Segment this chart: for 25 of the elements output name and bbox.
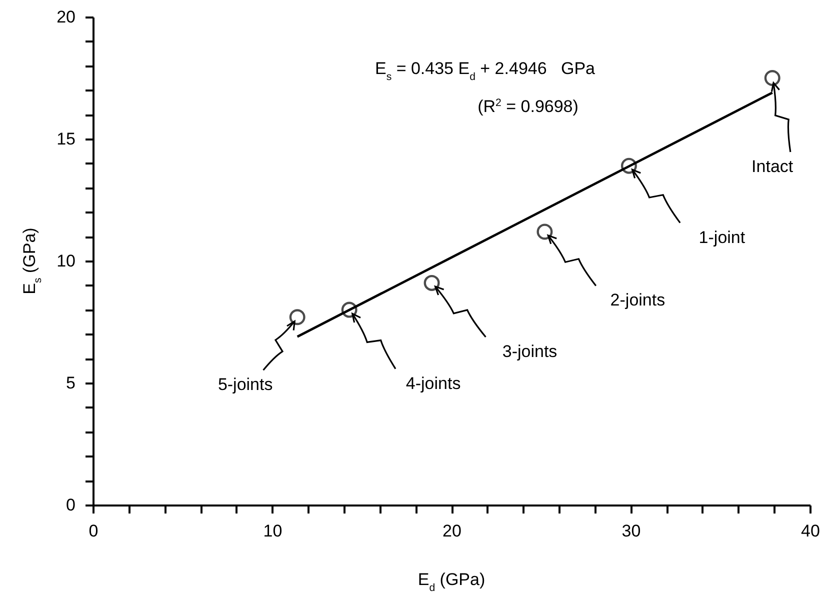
annotation: 5-joints (218, 375, 273, 394)
x-tick-label: 10 (263, 522, 282, 540)
x-axis-title: E$_{d}$ (GPa) (418, 570, 486, 594)
annotation: 4-joints (406, 374, 461, 393)
point (620, 158, 637, 174)
annotation: 2-joints (610, 290, 666, 310)
annotation: (R$^{2}$ = 0.9698) (478, 97, 578, 116)
x-tick-label: 20 (442, 522, 462, 540)
y-tick-label: 20 (56, 8, 76, 26)
annotation: E$_{s}$ = 0.435 E$_{d}$ + 2.4946 GPa (374, 59, 596, 83)
x-tick-label: 30 (622, 522, 641, 540)
annotation: 3-joints (502, 342, 558, 361)
point (289, 309, 306, 326)
x-tick-label: 0 (88, 522, 98, 540)
annotation: 1-joint (698, 228, 746, 247)
point (536, 224, 553, 240)
point (424, 274, 440, 291)
y-tick-label: 15 (56, 130, 76, 148)
annotation: Intact (752, 157, 794, 176)
point (764, 70, 780, 86)
y-tick-label: 0 (66, 496, 76, 514)
y-tick-label: 5 (66, 374, 76, 392)
point (341, 302, 358, 318)
x-tick-label: 40 (801, 522, 820, 540)
y-tick-label: 10 (56, 252, 76, 270)
